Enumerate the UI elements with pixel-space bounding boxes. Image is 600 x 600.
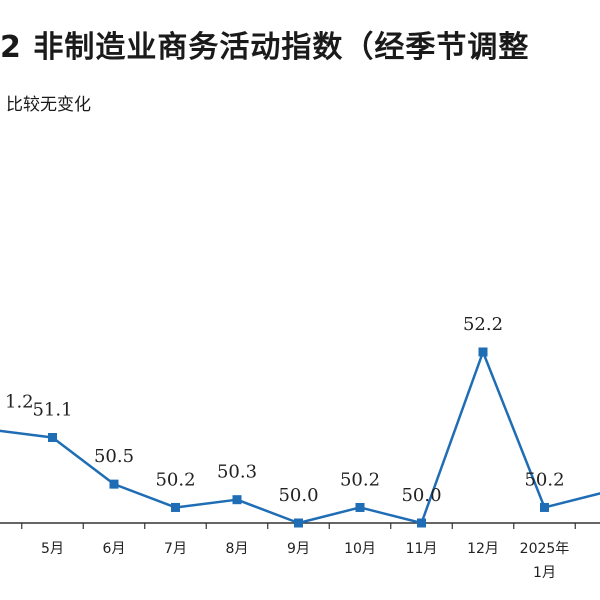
x-tick-label: 1月 — [533, 565, 556, 581]
x-tick-label: 11月 — [406, 541, 438, 557]
data-point — [232, 495, 242, 505]
data-point — [48, 433, 57, 442]
x-tick-label: 5月 — [41, 541, 64, 557]
data-label: 1.2 — [5, 392, 34, 413]
data-label: 50.3 — [217, 462, 257, 483]
x-tick-label: 9月 — [287, 541, 310, 557]
data-label: 50.5 — [94, 446, 134, 467]
data-label: 50.0 — [278, 485, 318, 506]
x-tick-label: 7月 — [164, 541, 187, 557]
data-label: 51.1 — [32, 400, 72, 421]
data-point — [417, 518, 426, 528]
data-label: 50.2 — [524, 469, 564, 490]
data-point — [109, 479, 119, 489]
x-tick-label: 10月 — [344, 541, 376, 557]
chart-title: 2 非制造业商务活动指数（经季节调整 — [0, 30, 530, 65]
x-ticks: 5月 6月 7月 8月 9月 10月 11月 12月 2025年 1月 — [21, 523, 576, 581]
data-label: 50.0 — [401, 485, 441, 506]
data-point — [478, 347, 488, 357]
x-tick-label: 12月 — [467, 541, 499, 557]
x-tick-label: 6月 — [103, 541, 126, 557]
data-label: 50.2 — [155, 469, 195, 490]
data-label: 50.2 — [340, 469, 380, 490]
series-points — [48, 347, 549, 528]
data-point — [294, 518, 303, 528]
data-point — [355, 502, 365, 512]
x-tick-label: 8月 — [226, 541, 249, 557]
data-labels: 1.251.1 50.5 50.2 50.3 50.0 50.2 50.0 52.2 50.2 — [5, 314, 565, 506]
x-tick-label: 2025年 — [520, 541, 570, 557]
chart-subtitle: 比较无变化 — [6, 95, 91, 115]
data-label: 52.2 — [463, 314, 503, 335]
data-point — [540, 502, 549, 512]
data-point — [171, 502, 180, 512]
